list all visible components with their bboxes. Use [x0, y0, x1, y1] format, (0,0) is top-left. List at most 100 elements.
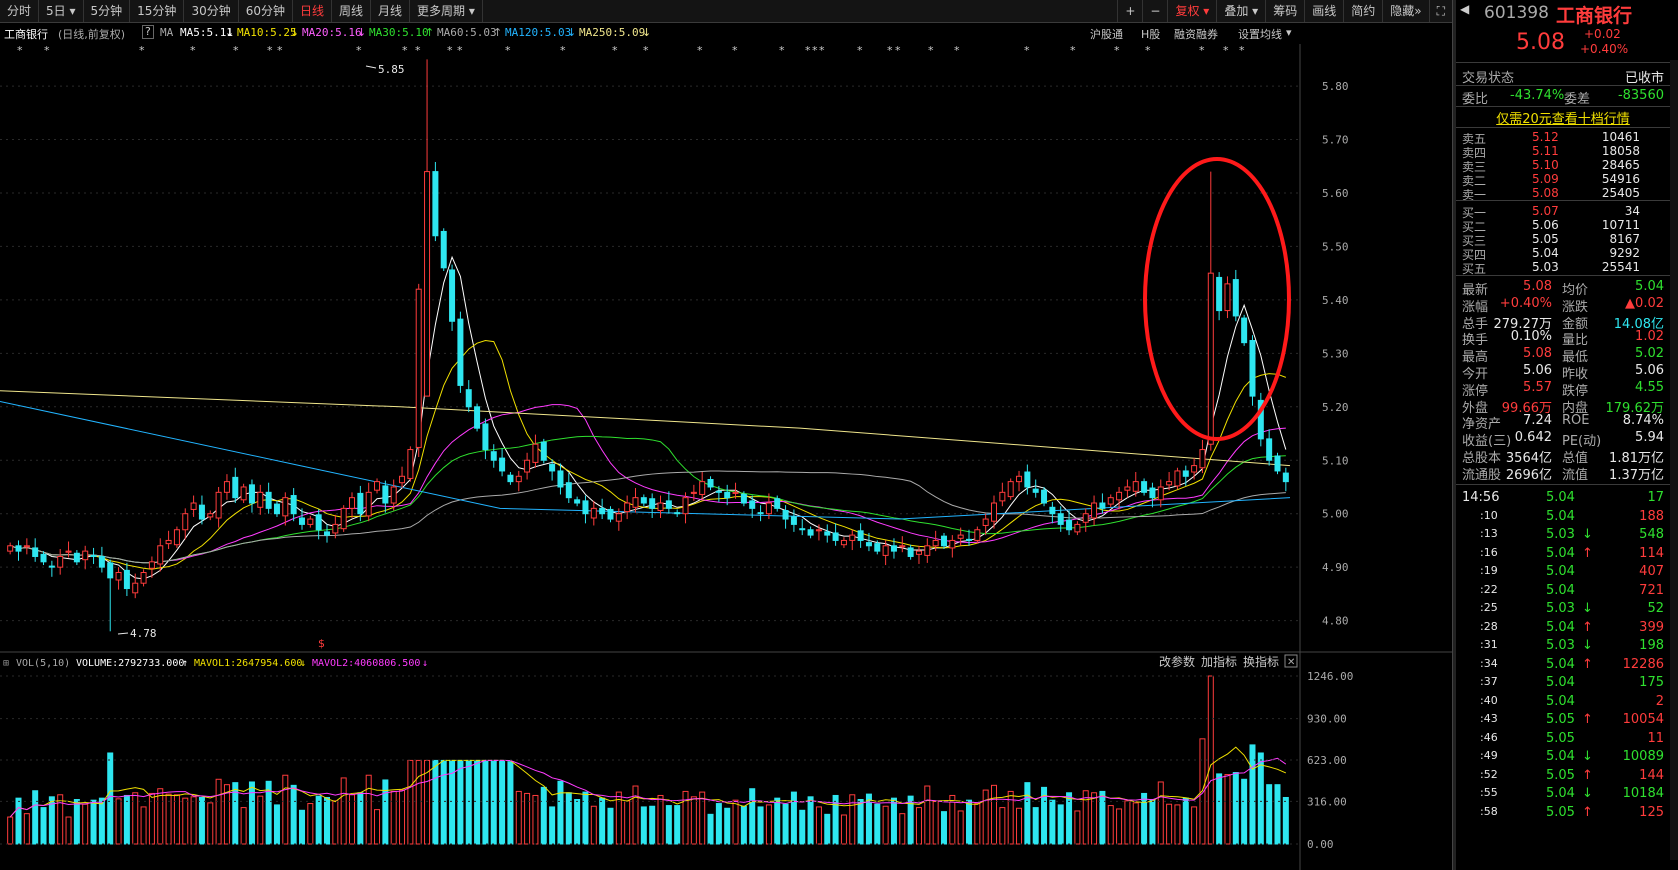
bid-label: 买四 [1462, 248, 1487, 262]
candle-body [40, 553, 47, 563]
promo-link[interactable]: 仅需20元查看十档行情 [1496, 112, 1630, 127]
candle-body [307, 518, 314, 525]
event-mark-icon: * [447, 44, 453, 57]
panel-splitter[interactable] [1452, 0, 1457, 870]
volume-bar [140, 806, 147, 845]
edit-params-button[interactable]: 改参数 [1159, 654, 1195, 669]
candle-body [98, 555, 105, 568]
volume-bar [374, 809, 381, 845]
tick-volume: 52 [1647, 601, 1664, 616]
stock-name: 工商银行 [4, 28, 48, 41]
pane-toggle-icon[interactable]: ⊞ [3, 658, 9, 669]
volume-bar [649, 805, 656, 845]
candle-body [499, 457, 506, 472]
tab-5min[interactable]: 5分钟 [84, 0, 131, 22]
bid-volume: 9292 [1609, 246, 1640, 260]
zoom-out-button[interactable]: − [1142, 0, 1167, 22]
stat-value: 7.24 [1523, 413, 1552, 429]
candle-body [399, 475, 406, 484]
help-icon[interactable]: ? [142, 25, 154, 39]
chevron-down-icon: ▾ [1286, 26, 1292, 39]
event-mark-icon: * [1024, 44, 1030, 57]
volume-bar [1099, 790, 1106, 845]
link-hugutong[interactable]: 沪股通 [1090, 28, 1123, 41]
tab-fenshi[interactable]: 分时 [0, 0, 40, 22]
candle-body [807, 529, 814, 536]
volume-bar [515, 790, 522, 845]
simple-button[interactable]: 简约 [1343, 0, 1382, 22]
volume-bar [15, 797, 22, 845]
tick-arrow: ↓ [1582, 786, 1593, 801]
close-pane-icon[interactable] [1284, 654, 1298, 668]
fuquan-button[interactable]: 复权 ▾ [1167, 0, 1216, 22]
stat-label: 外盘 [1462, 400, 1489, 416]
volume-bar [674, 805, 681, 845]
candle-body [115, 572, 122, 581]
candle-body [323, 531, 331, 536]
link-ma-settings[interactable]: 设置均线 [1238, 28, 1282, 41]
candle-body [724, 491, 731, 499]
tick-row: :13 5.03 ↓ 548 [1456, 526, 1670, 544]
tab-weekly[interactable]: 周线 [332, 0, 372, 22]
tab-30min[interactable]: 30分钟 [184, 0, 239, 22]
candle-body [857, 530, 864, 541]
ask-volume: 28465 [1601, 158, 1640, 172]
tick-row: :43 5.05 ↑ 10054 [1456, 711, 1670, 729]
zoom-in-button[interactable]: + [1117, 0, 1142, 22]
candle-body [1091, 502, 1098, 519]
stat-value: 3564亿 [1505, 451, 1552, 466]
tick-price: 5.04 [1546, 582, 1575, 598]
volume-bar [915, 807, 922, 845]
arrow-up-icon: ↑ [425, 26, 435, 39]
tick-price: 5.03 [1546, 527, 1575, 542]
mavol2-line [9, 757, 1287, 818]
draw-line-button[interactable]: 画线 [1304, 0, 1343, 22]
stat-row: 外盘 99.66万 内盘 179.62万 [1456, 396, 1670, 416]
candle-body [1107, 497, 1114, 505]
stat-label: 均价 [1562, 283, 1589, 298]
link-margin[interactable]: 融资融券 [1174, 28, 1218, 41]
close-icon[interactable]: ✕ [1287, 657, 1295, 668]
tick-price: 5.04 [1546, 564, 1575, 579]
tab-more-periods[interactable]: 更多周期 ▾ [410, 0, 483, 22]
candle-body [223, 481, 230, 493]
candle-body [699, 481, 706, 495]
panel-toggle-icon[interactable]: ◀ [1460, 2, 1470, 16]
ask-label: 卖一 [1462, 188, 1487, 202]
candle-body [532, 443, 539, 463]
tab-60min[interactable]: 60分钟 [239, 0, 293, 22]
candle-body [165, 539, 172, 545]
link-hshares[interactable]: H股 [1141, 28, 1161, 41]
hide-button[interactable]: 隐藏» [1382, 0, 1428, 22]
chips-button[interactable]: 筹码 [1265, 0, 1304, 22]
add-indicator-button[interactable]: 加指标 [1201, 654, 1237, 669]
candle-body [974, 529, 981, 541]
candle-body [615, 513, 622, 522]
chevron-down-icon: ▾ [468, 4, 475, 18]
candle-body [1166, 481, 1173, 486]
candle-body [1199, 449, 1206, 469]
volume-bar [223, 784, 230, 845]
event-mark-icon: * [612, 44, 618, 57]
tab-5day[interactable]: 5日 ▾ [39, 0, 84, 22]
candle-body [1174, 470, 1181, 487]
kline-chart[interactable]: * * * * * * * * * * * * * * * * * * * * * * * * * * * * * * * * * * 5.805… [0, 44, 1452, 870]
candle-body [524, 459, 531, 473]
volume-bar [565, 792, 572, 845]
stat-value: 5.06 [1523, 363, 1552, 378]
tab-monthly[interactable]: 月线 [371, 0, 411, 22]
volume-bar [382, 779, 389, 845]
bid-label: 买五 [1462, 262, 1487, 276]
tick-volume: 188 [1639, 508, 1664, 524]
volume-actions: 改参数 加指标 换指标 ✕ [1159, 654, 1298, 669]
fullscreen-icon[interactable]: ⛶ [1428, 0, 1452, 22]
candle-body [1274, 455, 1281, 472]
tick-time: :19 [1480, 564, 1498, 577]
switch-indicator-button[interactable]: 换指标 [1243, 654, 1279, 669]
tab-15min[interactable]: 15分钟 [130, 0, 185, 22]
tab-daily[interactable]: 日线 [293, 0, 333, 22]
tick-row: 14:56 5.04 17 [1456, 489, 1670, 507]
volume-bar [632, 785, 639, 845]
overlay-button[interactable]: 叠加 ▾ [1216, 0, 1265, 22]
candle-body [540, 441, 547, 461]
